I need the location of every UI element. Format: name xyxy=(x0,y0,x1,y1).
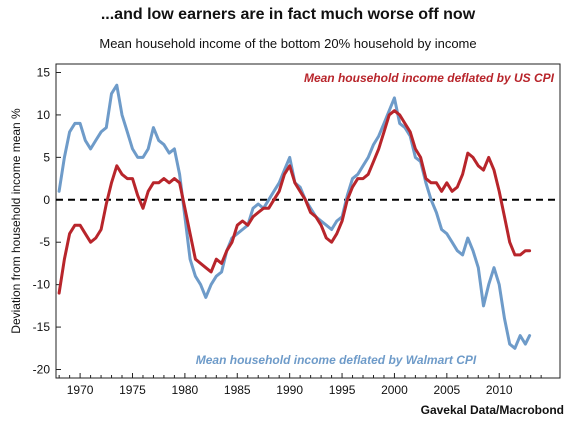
chart-subtitle: Mean household income of the bottom 20% … xyxy=(99,36,477,51)
y-tick-label: -10 xyxy=(33,278,51,292)
x-tick-label: 2000 xyxy=(381,383,408,397)
y-tick-label: 15 xyxy=(37,65,51,79)
y-tick-label: 0 xyxy=(43,193,50,207)
x-tick-label: 1970 xyxy=(67,383,94,397)
x-tick-label: 1975 xyxy=(119,383,146,397)
y-tick-label: -15 xyxy=(33,320,51,334)
y-tick-label: -20 xyxy=(33,363,51,377)
y-axis-label: Deviation from household income mean % xyxy=(9,108,23,334)
plot-frame xyxy=(55,63,561,379)
series-label-us-cpi: Mean household income deflated by US CPI xyxy=(304,71,555,85)
x-tick-label: 2010 xyxy=(486,383,513,397)
x-tick-label: 1985 xyxy=(224,383,251,397)
y-tick-label: 10 xyxy=(37,108,51,122)
x-tick-label: 1980 xyxy=(172,383,199,397)
y-tick-label: -5 xyxy=(39,235,50,249)
series-label-walmart-cpi: Mean household income deflated by Walmar… xyxy=(196,353,477,367)
y-tick-label: 5 xyxy=(43,150,50,164)
series-line-walmart-cpi xyxy=(57,83,532,350)
source-label: Gavekal Data/Macrobond xyxy=(420,403,564,417)
x-tick-label: 1995 xyxy=(329,383,356,397)
series-line-us-cpi xyxy=(57,109,532,295)
x-tick-label: 2005 xyxy=(433,383,460,397)
chart-title: ...and low earners are in fact much wors… xyxy=(100,6,476,23)
x-tick-label: 1990 xyxy=(276,383,303,397)
